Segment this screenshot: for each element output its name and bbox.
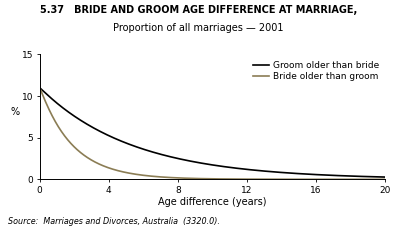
Line: Bride older than groom: Bride older than groom [40, 88, 385, 179]
Groom older than bride [37, 86, 42, 89]
Groom older than bride [313, 173, 318, 176]
Line: Groom older than bride: Groom older than bride [40, 88, 385, 177]
Text: Proportion of all marriages — 2001: Proportion of all marriages — 2001 [113, 23, 284, 33]
Bride older than groom [274, 178, 279, 181]
Bride older than groom [73, 146, 77, 149]
Text: 5.37   BRIDE AND GROOM AGE DIFFERENCE AT MARRIAGE,: 5.37 BRIDE AND GROOM AGE DIFFERENCE AT M… [40, 5, 357, 15]
Bride older than groom [306, 178, 311, 181]
Bride older than groom [189, 177, 194, 180]
Groom older than bride [274, 171, 279, 173]
Bride older than groom [313, 178, 318, 181]
Legend: Groom older than bride, Bride older than groom: Groom older than bride, Bride older than… [251, 59, 381, 83]
Groom older than bride [189, 160, 194, 163]
Groom older than bride [383, 176, 387, 178]
X-axis label: Age difference (years): Age difference (years) [158, 197, 267, 207]
Bride older than groom [383, 178, 387, 181]
Groom older than bride [177, 158, 182, 160]
Y-axis label: %: % [10, 107, 19, 117]
Groom older than bride [306, 173, 311, 175]
Text: Source:  Marriages and Divorces, Australia  (3320.0).: Source: Marriages and Divorces, Australi… [8, 217, 220, 226]
Bride older than groom [37, 86, 42, 89]
Groom older than bride [73, 115, 77, 118]
Bride older than groom [177, 177, 182, 179]
